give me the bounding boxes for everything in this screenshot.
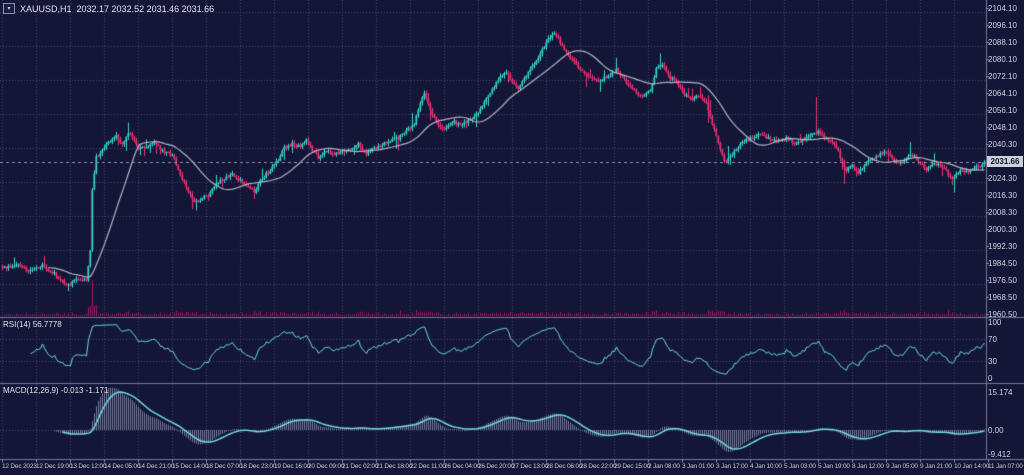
time-axis-label: 22 Dec 11:00 [410, 463, 446, 470]
time-axis-label: 3 Jan 01:00 [682, 463, 714, 470]
time-axis-label: 12 Dec 2023 [2, 463, 37, 470]
rsi-axis-label: 70 [988, 334, 997, 344]
price-axis-label: 2040.30 [988, 139, 1017, 149]
time-axis-label: 20 Dec 09:00 [308, 463, 345, 470]
price-axis-label: 1968.50 [988, 292, 1017, 302]
macd-axis-label: -9.412 [988, 449, 1011, 459]
time-axis-label: 8 Jan 12:00 [852, 463, 884, 470]
time-axis-label: 21 Dec 18:00 [376, 463, 413, 470]
time-axis-label: 14 Dec 21:00 [138, 463, 175, 470]
price-axis-label: 2088.10 [988, 37, 1017, 47]
time-axis-label: 5 Jan 03:00 [784, 463, 816, 470]
time-axis-label: 14 Dec 05:00 [104, 463, 141, 470]
time-axis-label: 26 Dec 04:00 [444, 463, 481, 470]
price-axis-label: 2056.10 [988, 105, 1017, 115]
time-axis-label: 18 Dec 07:00 [206, 463, 243, 470]
price-axis-label: 2008.30 [988, 207, 1017, 217]
macd-axis[interactable]: 15.174 0.00 -9.412 [988, 383, 1024, 460]
price-axis-label: 1992.30 [988, 241, 1017, 251]
time-axis-label: 28 Dec 22:00 [580, 463, 617, 470]
time-axis-label: 28 Dec 06:00 [546, 463, 583, 470]
time-axis-label: 11 Jan 07:00 [988, 463, 1023, 470]
price-axis-label: 2064.10 [988, 88, 1017, 98]
macd-indicator-label: MACD(12,26,9) -0.013 -1.171 [3, 386, 109, 395]
time-axis-label: 27 Dec 13:00 [512, 463, 549, 470]
time-axis-label: 9 Jan 05:00 [886, 463, 918, 470]
chart-title: ▾ XAUUSD,H1 2032.17 2032.52 2031.46 2031… [3, 3, 214, 14]
price-axis-label: 2024.30 [988, 173, 1017, 183]
ohlc-values: 2032.17 2032.52 2031.46 2031.66 [76, 3, 215, 14]
time-axis-label: 12 Dec 19:00 [36, 463, 73, 470]
symbol-name: XAUUSD,H1 [20, 3, 72, 14]
time-axis-label: 18 Dec 23:00 [240, 463, 277, 470]
time-axis-label: 19 Dec 16:00 [274, 463, 311, 470]
current-price-box: 2031.66 [987, 156, 1023, 167]
price-axis-label: 1960.50 [988, 309, 1017, 319]
time-axis-label: 26 Dec 20:00 [478, 463, 515, 470]
rsi-axis-label: 30 [988, 357, 997, 367]
time-axis-label: 5 Jan 19:00 [818, 463, 850, 470]
price-axis-label: 2072.10 [988, 71, 1017, 81]
time-axis-label: 13 Dec 12:00 [70, 463, 107, 470]
time-axis-label: 29 Dec 15:00 [614, 463, 651, 470]
rsi-axis-label: 0 [988, 374, 993, 383]
price-axis-label: 1984.50 [988, 258, 1017, 268]
time-axis-label: 21 Dec 02:00 [342, 463, 379, 470]
time-axis-label: 2 Jan 08:00 [648, 463, 680, 470]
price-axis-label: 2016.30 [988, 190, 1017, 200]
price-axis-label: 2104.10 [988, 3, 1017, 13]
macd-axis-label: 0.00 [988, 426, 1004, 435]
time-axis[interactable]: 12 Dec 2023 12 Dec 19:00 13 Dec 12:00 14 De… [0, 460, 1024, 475]
price-axis-label: 2048.10 [988, 122, 1017, 132]
macd-axis-label: 15.174 [988, 388, 1013, 398]
time-axis-label: 10 Jan 14:00 [954, 463, 990, 470]
rsi-indicator-label: RSI(14) 56.7778 [3, 320, 62, 329]
time-axis-label: 15 Dec 14:00 [172, 463, 209, 470]
time-axis-label: 9 Jan 21:00 [920, 463, 952, 470]
chart-collapse-icon[interactable]: ▾ [3, 3, 15, 14]
rsi-axis[interactable]: 100 70 30 0 [988, 318, 1024, 383]
time-axis-label: 3 Jan 17:00 [716, 463, 748, 470]
price-axis-label: 2096.10 [988, 20, 1017, 30]
price-axis-label: 2080.10 [988, 54, 1017, 64]
price-axis-label: 2000.30 [988, 224, 1017, 234]
rsi-axis-label: 100 [988, 318, 1002, 327]
time-axis-label: 4 Jan 10:00 [750, 463, 782, 470]
price-axis-label: 1976.50 [988, 275, 1017, 285]
